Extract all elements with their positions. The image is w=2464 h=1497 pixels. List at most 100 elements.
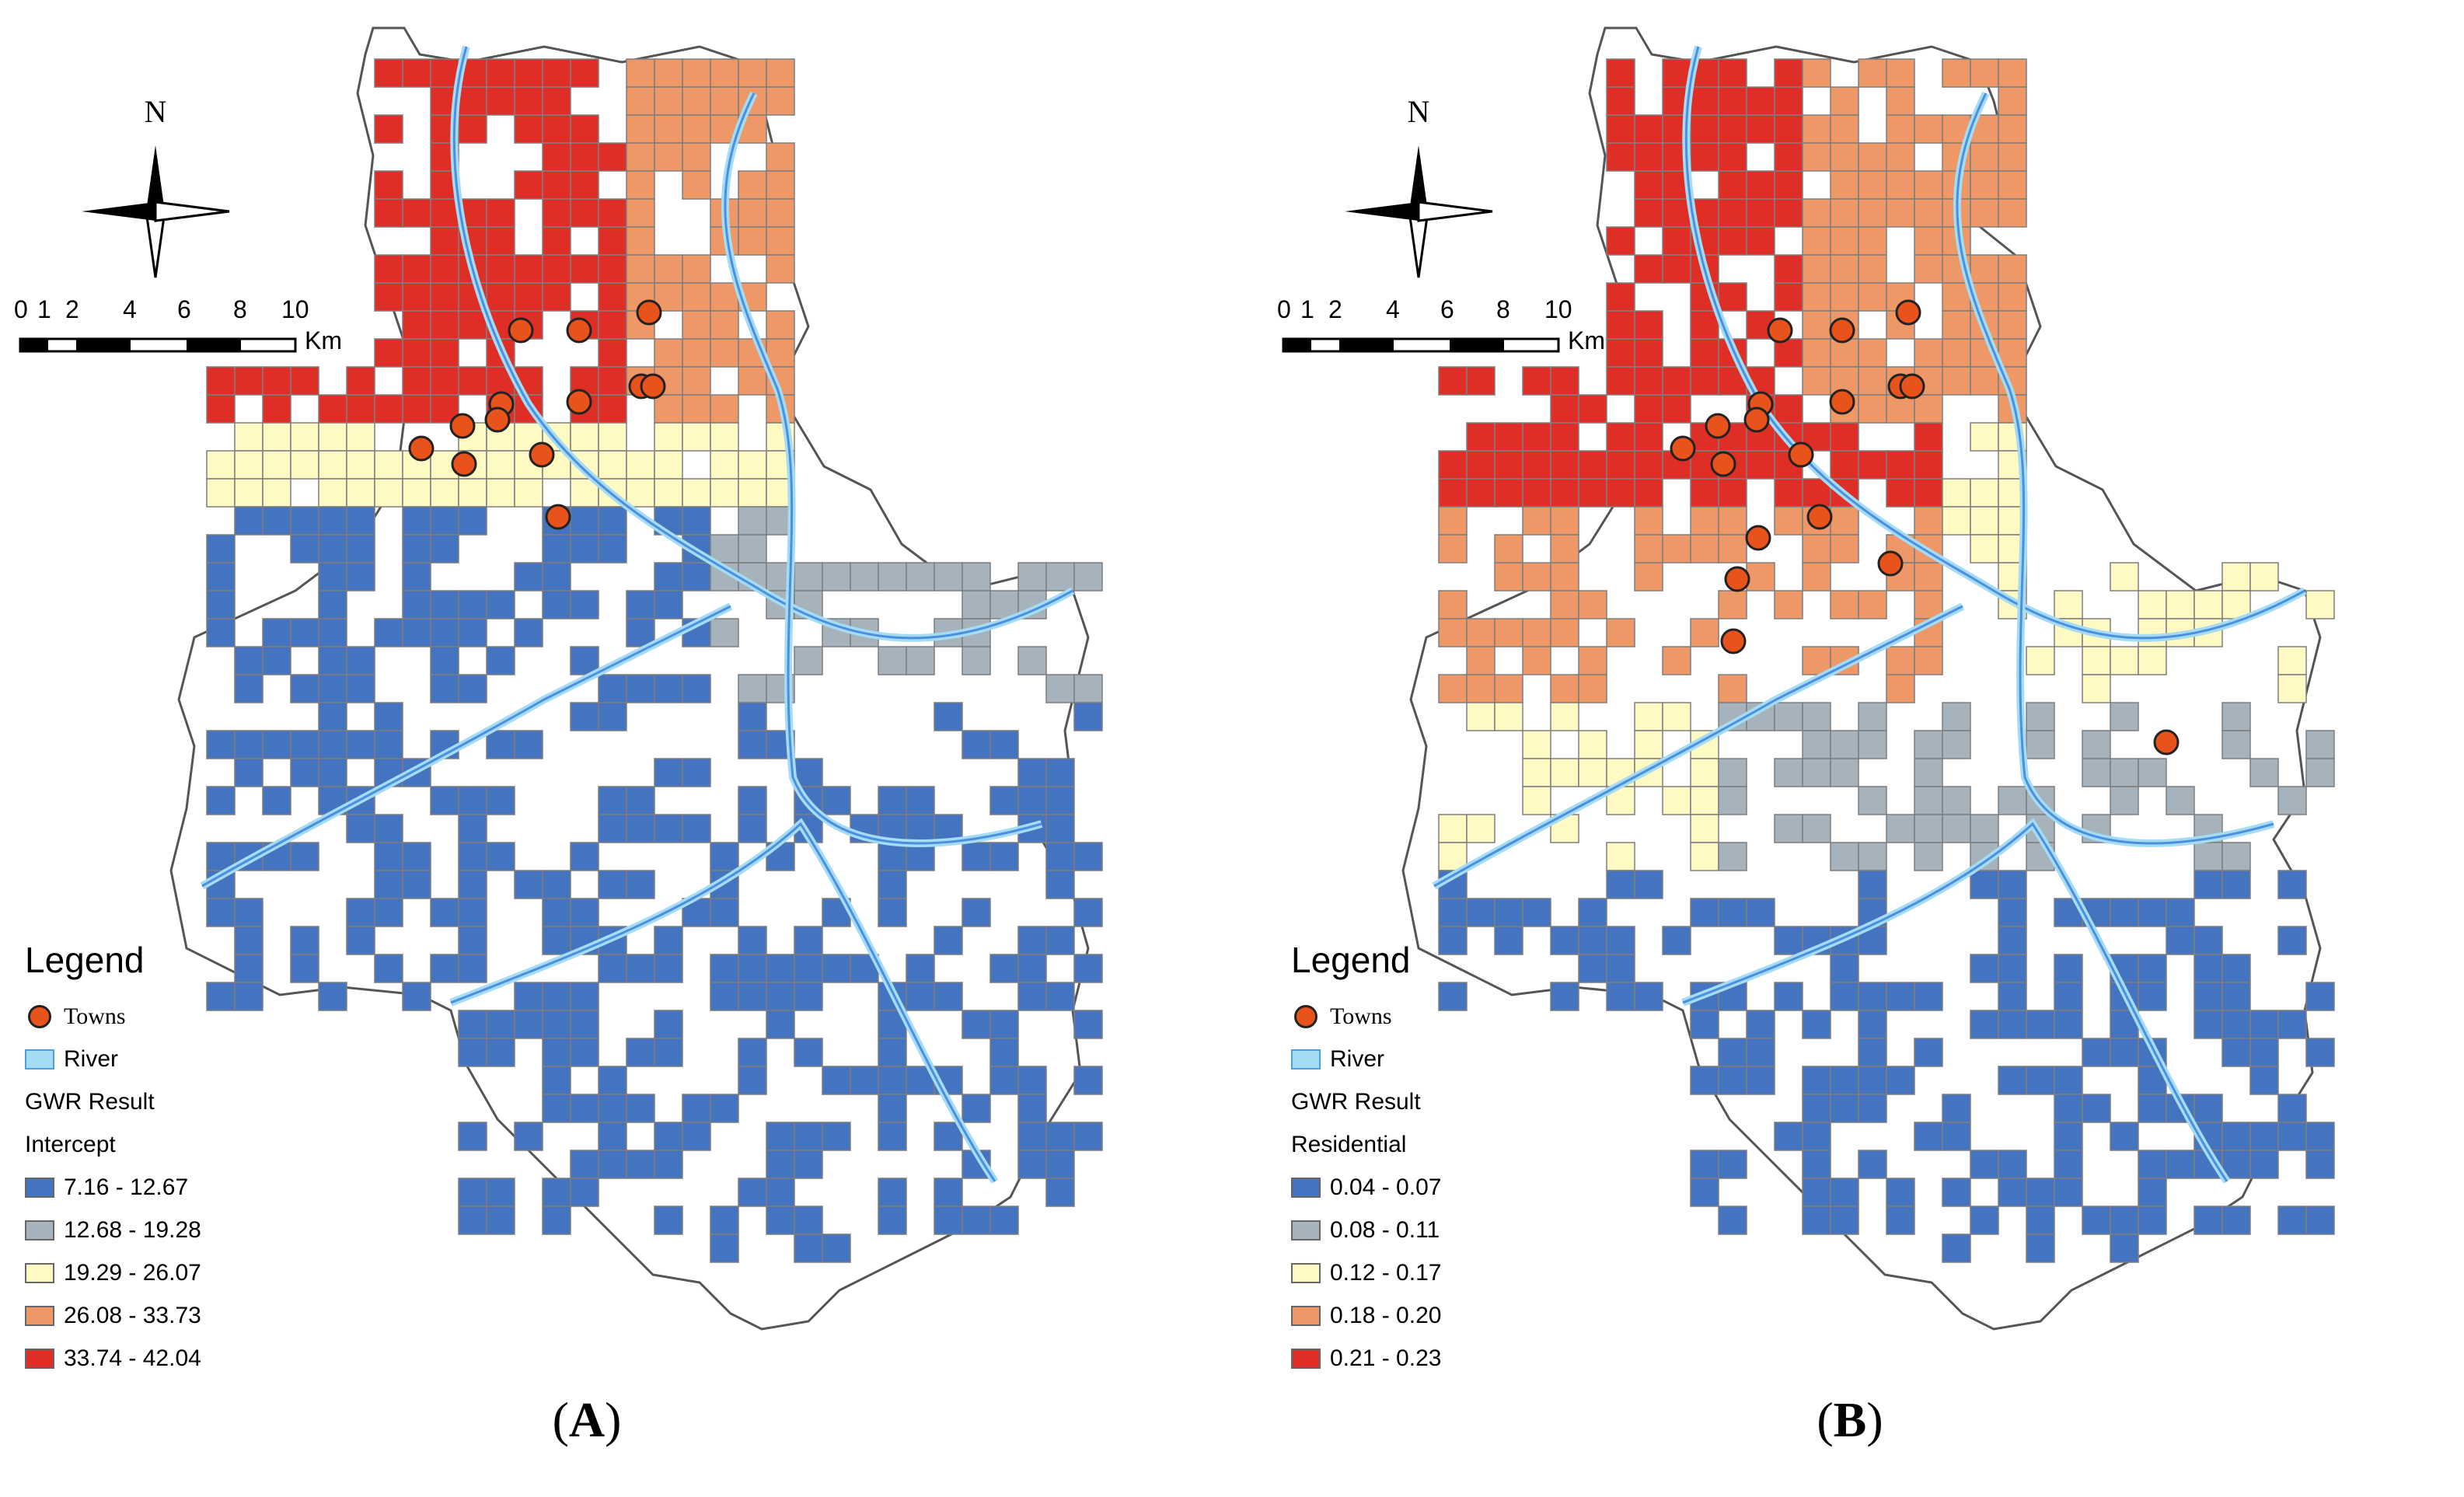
grid-cell <box>486 1206 515 1235</box>
grid-cell <box>1606 114 1635 144</box>
grid-cell <box>1634 534 1663 564</box>
grid-cell <box>2138 898 2167 927</box>
grid-cell <box>374 450 403 480</box>
grid-cell <box>1606 926 1635 955</box>
river-main <box>1684 46 2305 640</box>
grid-cell <box>2277 646 2307 675</box>
grid-cell <box>1550 926 1579 955</box>
grid-cell <box>2194 954 2223 983</box>
grid-cell <box>1690 478 1719 508</box>
town-marker <box>1806 504 1833 530</box>
grid-cell <box>458 1206 487 1235</box>
grid-cell <box>402 506 431 536</box>
grid-cell <box>2221 1038 2251 1067</box>
grid-cell <box>514 478 543 508</box>
grid-cell <box>1017 982 1047 1011</box>
grid-cell <box>1466 702 1496 731</box>
grid-cell <box>598 198 627 228</box>
grid-cell <box>1830 534 1859 564</box>
grid-cell <box>542 86 571 116</box>
grid-cell <box>402 394 431 424</box>
grid-cell <box>1886 58 1915 88</box>
grid-cell <box>934 982 963 1011</box>
scale-bar-segment <box>187 339 241 351</box>
grid-cell <box>1858 1150 1887 1179</box>
grid-cell <box>2082 674 2111 703</box>
grid-cell <box>1690 86 1719 116</box>
grid-cell <box>2138 1094 2167 1123</box>
grid-cell <box>626 674 655 703</box>
grid-cell <box>682 170 711 200</box>
grid-cell <box>1494 478 1523 508</box>
grid-cell <box>794 646 823 675</box>
grid-cell <box>738 58 767 88</box>
grid-cell <box>430 226 459 256</box>
grid-cell <box>2054 1150 2083 1179</box>
grid-cell <box>1494 450 1523 480</box>
grid-cell <box>1017 786 1047 815</box>
grid-cell <box>794 926 823 955</box>
grid-cell <box>2138 618 2167 647</box>
grid-cell <box>2305 758 2335 787</box>
grid-cell <box>1774 86 1803 116</box>
town-marker <box>566 317 592 344</box>
legend-class-swatch <box>1291 1305 1321 1326</box>
grid-cell <box>1914 506 1943 536</box>
grid-cell <box>1634 338 1663 368</box>
grid-cell <box>654 1206 683 1235</box>
grid-cell <box>486 1038 515 1067</box>
grid-cell <box>2026 730 2055 759</box>
grid-cell <box>1578 954 1607 983</box>
grid-cell <box>570 842 599 871</box>
grid-cell <box>1494 422 1523 452</box>
grid-cell <box>626 1150 655 1179</box>
grid-cell <box>1886 170 1915 200</box>
grid-cell <box>1438 590 1468 619</box>
grid-cell <box>290 674 319 703</box>
grid-cell <box>1886 1178 1915 1207</box>
grid-cell <box>626 870 655 899</box>
grid-cell <box>346 394 375 424</box>
grid-cell <box>598 226 627 256</box>
scale-bar-segment <box>76 339 131 351</box>
grid-cell <box>514 254 543 284</box>
grid-cell <box>2277 1010 2307 1039</box>
grid-cell <box>570 646 599 675</box>
grid-cell <box>2277 926 2307 955</box>
grid-cell <box>486 786 515 815</box>
grid-cell <box>1550 618 1579 647</box>
grid-cell <box>1830 1178 1859 1207</box>
legend-row-gwr: GWR Result <box>1291 1080 1586 1123</box>
grid-cell <box>374 114 403 144</box>
grid-cell <box>2082 1038 2111 1067</box>
grid-cell <box>458 86 487 116</box>
grid-cell <box>262 366 291 396</box>
grid-cell <box>318 478 347 508</box>
grid-cell <box>962 898 991 927</box>
grid-cell <box>1998 282 2027 312</box>
grid-cell <box>2194 870 2223 899</box>
grid-cell <box>1634 170 1663 200</box>
grid-cell <box>2221 702 2251 731</box>
grid-cell <box>570 534 599 564</box>
town-marker <box>1670 435 1696 462</box>
grid-cell <box>262 646 291 675</box>
grid-cell <box>682 478 711 508</box>
grid-cell <box>1466 478 1496 508</box>
town-marker <box>1899 373 1925 400</box>
grid-cell <box>570 422 599 452</box>
grid-cell <box>1073 702 1103 731</box>
grid-cell <box>542 282 571 312</box>
grid-cell <box>1970 58 1999 88</box>
north-label: N <box>1407 94 1430 129</box>
grid-cell <box>1746 1066 1775 1095</box>
grid-cell <box>346 730 375 759</box>
grid-cell <box>1858 702 1887 731</box>
grid-cell <box>514 282 543 312</box>
grid-cell <box>430 786 459 815</box>
scale-tick-label: 6 <box>177 295 191 323</box>
legend-variable-label: Intercept <box>25 1131 116 1157</box>
grid-cell <box>486 86 515 116</box>
legend-class-row: 7.16 - 12.67 <box>25 1166 320 1209</box>
grid-cell <box>878 842 907 871</box>
